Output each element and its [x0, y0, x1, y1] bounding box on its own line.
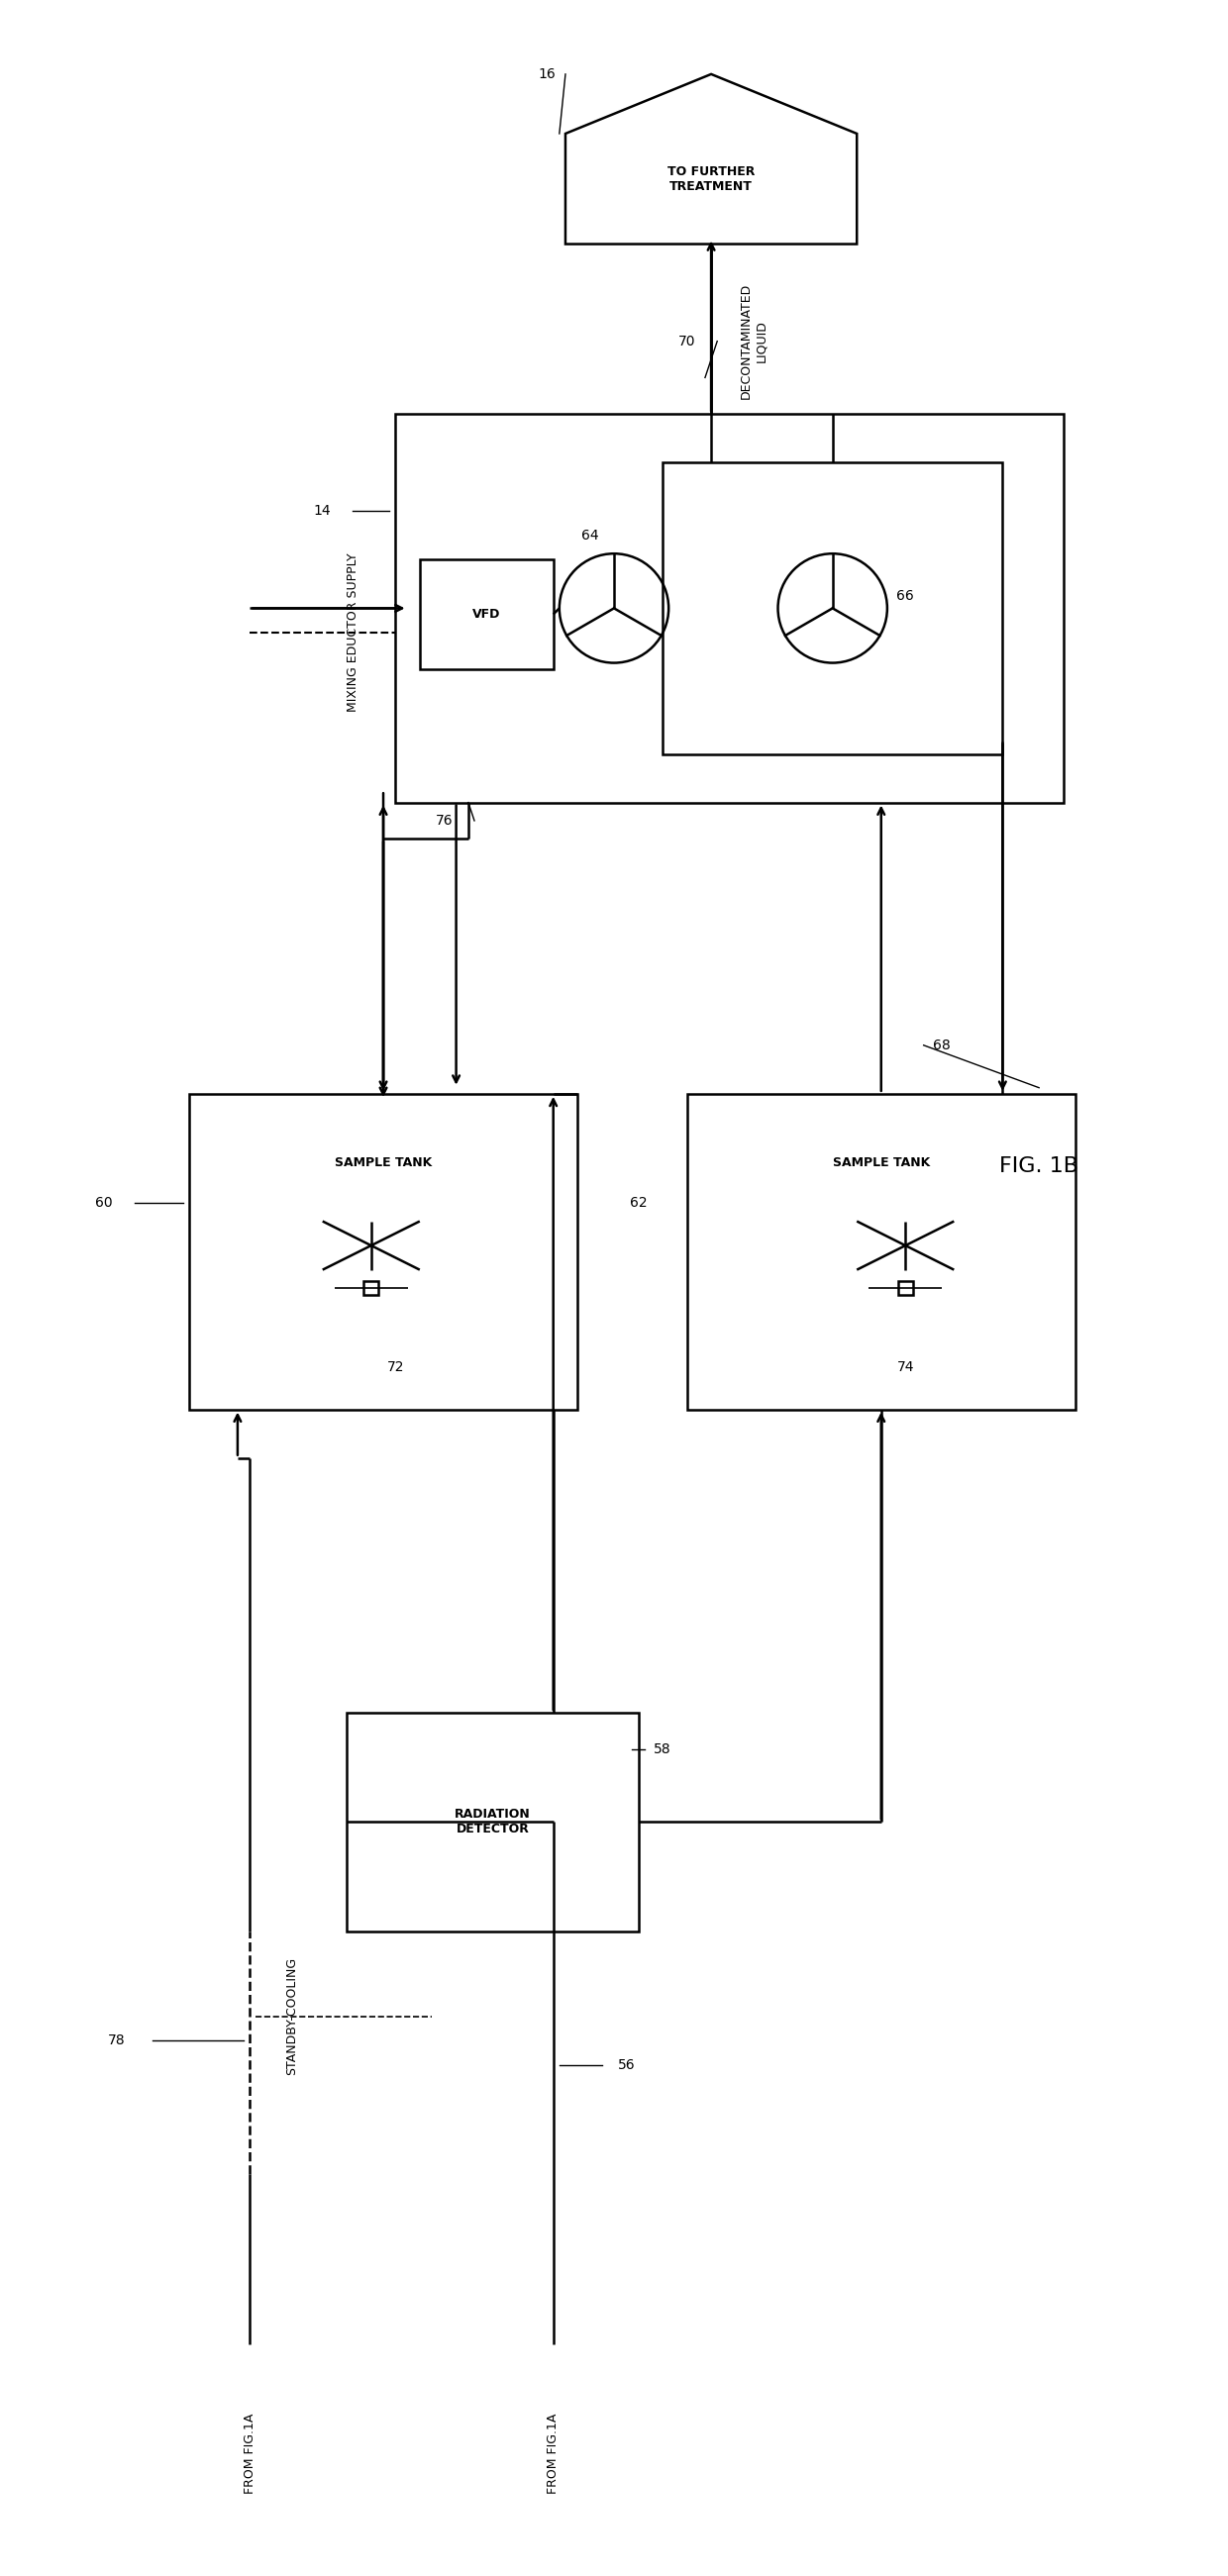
Text: 58: 58 — [653, 1741, 672, 1757]
Text: 68: 68 — [933, 1038, 950, 1051]
Text: 14: 14 — [314, 505, 332, 518]
Text: DECONTAMINATED
LIQUID: DECONTAMINATED LIQUID — [739, 283, 768, 399]
Text: FIG. 1B: FIG. 1B — [1000, 1157, 1078, 1177]
Bar — [346, 1713, 639, 1932]
Text: 56: 56 — [618, 2058, 635, 2071]
Bar — [420, 559, 554, 670]
Text: 78: 78 — [107, 2032, 125, 2048]
Text: 64: 64 — [581, 528, 598, 544]
Text: FROM FIG.1A: FROM FIG.1A — [546, 2414, 560, 2494]
Text: 60: 60 — [96, 1195, 113, 1211]
Text: TO FURTHER
TREATMENT: TO FURTHER TREATMENT — [667, 165, 755, 193]
Text: SAMPLE TANK: SAMPLE TANK — [833, 1157, 930, 1170]
Text: 72: 72 — [387, 1360, 404, 1373]
Text: 74: 74 — [896, 1360, 914, 1373]
Bar — [898, 1280, 912, 1296]
Text: STANDBY-COOLING: STANDBY-COOLING — [286, 1958, 298, 2076]
Text: 66: 66 — [896, 590, 914, 603]
Bar — [686, 1095, 1076, 1409]
Text: 76: 76 — [435, 814, 453, 827]
Text: 62: 62 — [630, 1195, 647, 1211]
Bar — [395, 415, 1063, 804]
Text: FROM FIG.1A: FROM FIG.1A — [243, 2414, 257, 2494]
Bar — [189, 1095, 577, 1409]
Text: VFD: VFD — [473, 608, 501, 621]
Text: RADIATION
DETECTOR: RADIATION DETECTOR — [454, 1808, 530, 1837]
Text: SAMPLE TANK: SAMPLE TANK — [335, 1157, 432, 1170]
Bar — [363, 1280, 378, 1296]
Text: MIXING EDUCTOR SUPPLY: MIXING EDUCTOR SUPPLY — [346, 554, 360, 711]
Text: 16: 16 — [538, 67, 556, 80]
Text: 70: 70 — [678, 335, 695, 348]
Bar — [663, 464, 1002, 755]
